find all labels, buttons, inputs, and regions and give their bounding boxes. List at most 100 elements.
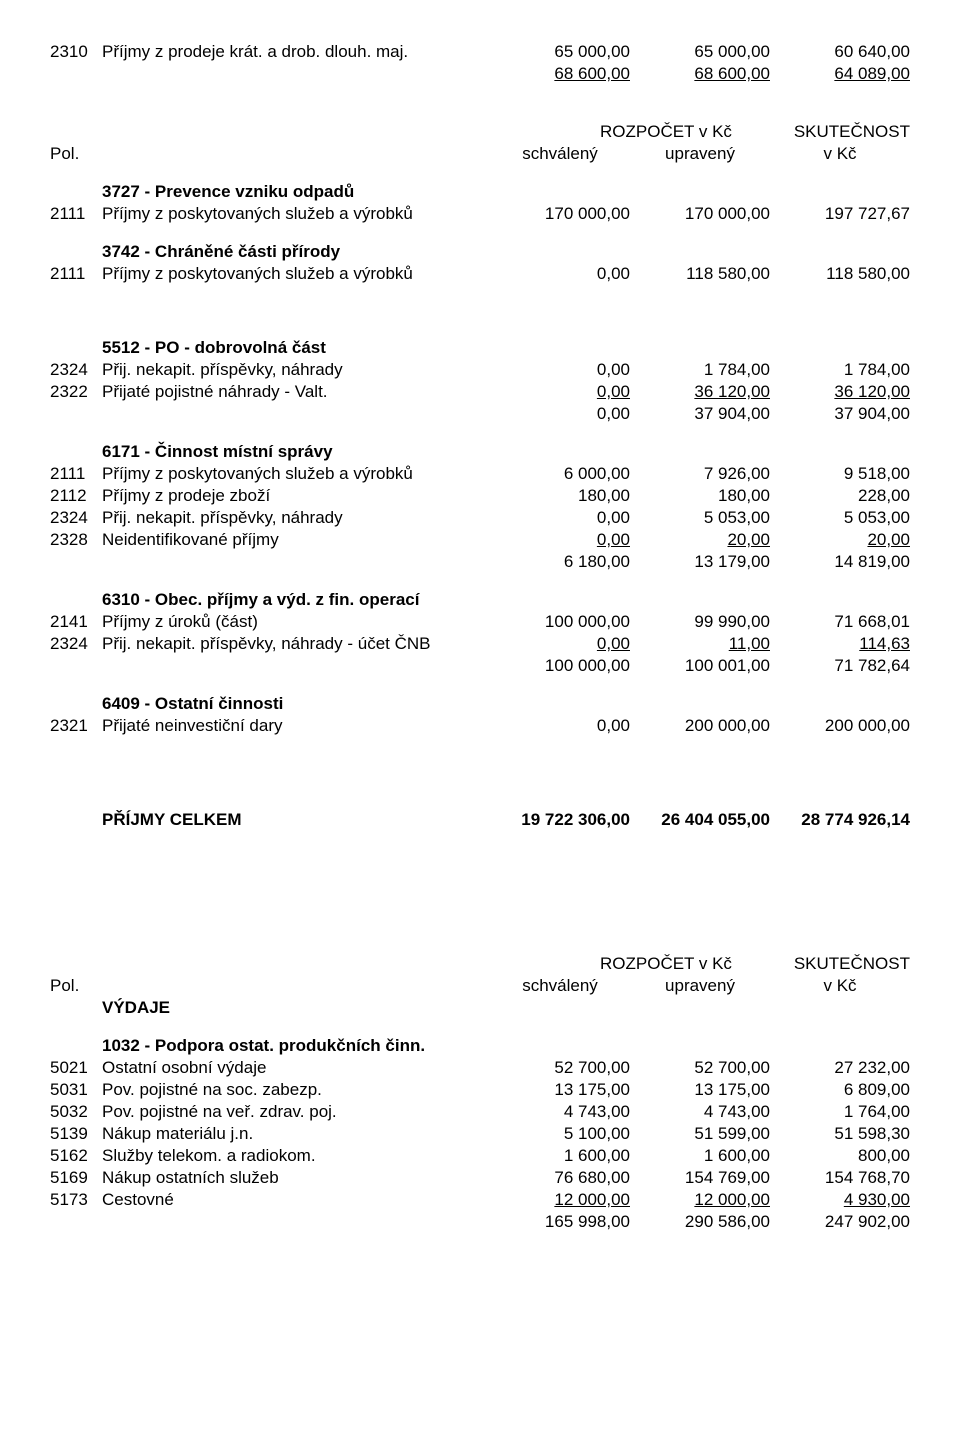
cell: 76 680,00 — [490, 1168, 630, 1188]
cell: 170 000,00 — [630, 204, 770, 224]
cell: 65 000,00 — [490, 42, 630, 62]
cell: 180,00 — [490, 486, 630, 506]
row-code: 2141 — [50, 612, 102, 632]
row-desc: Přij. nekapit. příspěvky, náhrady — [102, 508, 490, 528]
row-code: 2111 — [50, 264, 102, 284]
section-title: 3727 - Prevence vzniku odpadů — [50, 182, 910, 202]
header-rozpocet: ROZPOČET v Kč — [600, 954, 770, 974]
data-row: 2324 Přij. nekapit. příspěvky, náhrady 0… — [50, 508, 910, 528]
row-desc: Nákup ostatních služeb — [102, 1168, 490, 1188]
data-row: 2141 Příjmy z úroků (část) 100 000,00 99… — [50, 612, 910, 632]
cell: 200 000,00 — [770, 716, 910, 736]
cell: 6 180,00 — [490, 552, 630, 572]
row-code: 5169 — [50, 1168, 102, 1188]
header-upraveny: upravený — [630, 144, 770, 164]
header-upraveny: upravený — [630, 976, 770, 996]
cell: 9 518,00 — [770, 464, 910, 484]
cell: 12 000,00 — [490, 1190, 630, 1210]
cell: 0,00 — [490, 508, 630, 528]
row-code: 2321 — [50, 716, 102, 736]
cell: 118 580,00 — [770, 264, 910, 284]
cell: 0,00 — [490, 716, 630, 736]
column-header: Pol. schválený upravený v Kč — [50, 976, 910, 996]
row-code: 2324 — [50, 634, 102, 654]
row-desc: Přijaté pojistné náhrady - Valt. — [102, 382, 490, 402]
data-row: 5139 Nákup materiálu j.n. 5 100,00 51 59… — [50, 1124, 910, 1144]
row-code: 5139 — [50, 1124, 102, 1144]
cell: 71 782,64 — [770, 656, 910, 676]
cell: 0,00 — [490, 530, 630, 550]
cell: 64 089,00 — [770, 64, 910, 84]
cell: 180,00 — [630, 486, 770, 506]
row-code: 2324 — [50, 360, 102, 380]
row-desc: Příjmy z úroků (část) — [102, 612, 490, 632]
row-desc: Neidentifikované příjmy — [102, 530, 490, 550]
cell: 4 743,00 — [630, 1102, 770, 1122]
cell: 0,00 — [490, 382, 630, 402]
cell: 51 598,30 — [770, 1124, 910, 1144]
cell: 28 774 926,14 — [770, 810, 910, 830]
cell: 7 926,00 — [630, 464, 770, 484]
cell: 100 001,00 — [630, 656, 770, 676]
header-vkc: v Kč — [770, 976, 910, 996]
cell: 71 668,01 — [770, 612, 910, 632]
prijmy-celkem-label: PŘÍJMY CELKEM — [102, 810, 490, 830]
cell: 118 580,00 — [630, 264, 770, 284]
row-code: 5032 — [50, 1102, 102, 1122]
data-row: 2322 Přijaté pojistné náhrady - Valt. 0,… — [50, 382, 910, 402]
section-title: 6310 - Obec. příjmy a výd. z fin. operac… — [50, 590, 910, 610]
row-desc: Přij. nekapit. příspěvky, náhrady - účet… — [102, 634, 490, 654]
sum-row: 165 998,00 290 586,00 247 902,00 — [50, 1212, 910, 1232]
section-title: 6409 - Ostatní činnosti — [50, 694, 910, 714]
cell: 52 700,00 — [630, 1058, 770, 1078]
cell: 37 904,00 — [630, 404, 770, 424]
cell: 27 232,00 — [770, 1058, 910, 1078]
sum-row: 6 180,00 13 179,00 14 819,00 — [50, 552, 910, 572]
cell: 99 990,00 — [630, 612, 770, 632]
data-row: 2328 Neidentifikované příjmy 0,00 20,00 … — [50, 530, 910, 550]
row-desc: Služby telekom. a radiokom. — [102, 1146, 490, 1166]
data-row: 2111 Příjmy z poskytovaných služeb a výr… — [50, 464, 910, 484]
row-desc: Příjmy z poskytovaných služeb a výrobků — [102, 464, 490, 484]
row-desc: Ostatní osobní výdaje — [102, 1058, 490, 1078]
cell: 12 000,00 — [630, 1190, 770, 1210]
header-rozpocet: ROZPOČET v Kč — [600, 122, 770, 142]
row-desc: Příjmy z poskytovaných služeb a výrobků — [102, 204, 490, 224]
cell: 100 000,00 — [490, 612, 630, 632]
row-code: 2322 — [50, 382, 102, 402]
cell: 0,00 — [490, 404, 630, 424]
row-desc: Cestovné — [102, 1190, 490, 1210]
row-desc: Příjmy z prodeje krát. a drob. dlouh. ma… — [102, 42, 490, 62]
cell: 4 930,00 — [770, 1190, 910, 1210]
cell: 13 179,00 — [630, 552, 770, 572]
cell: 26 404 055,00 — [630, 810, 770, 830]
cell: 247 902,00 — [770, 1212, 910, 1232]
cell: 0,00 — [490, 264, 630, 284]
row-desc: Příjmy z prodeje zboží — [102, 486, 490, 506]
header-schvaleny: schválený — [490, 144, 630, 164]
cell: 1 764,00 — [770, 1102, 910, 1122]
column-header: Pol. schválený upravený v Kč — [50, 144, 910, 164]
cell: 65 000,00 — [630, 42, 770, 62]
vydaje-label: VÝDAJE — [50, 998, 910, 1018]
cell: 60 640,00 — [770, 42, 910, 62]
cell: 1 600,00 — [630, 1146, 770, 1166]
data-row: 2111 Příjmy z poskytovaných služeb a výr… — [50, 264, 910, 284]
sum-row: 0,00 37 904,00 37 904,00 — [50, 404, 910, 424]
row-desc: Pov. pojistné na soc. zabezp. — [102, 1080, 490, 1100]
cell: 5 100,00 — [490, 1124, 630, 1144]
section-title: 6171 - Činnost místní správy — [50, 442, 910, 462]
cell: 20,00 — [630, 530, 770, 550]
row-desc: Příjmy z poskytovaných služeb a výrobků — [102, 264, 490, 284]
cell: 170 000,00 — [490, 204, 630, 224]
cell: 36 120,00 — [770, 382, 910, 402]
row-code: 2111 — [50, 464, 102, 484]
row-code: 2328 — [50, 530, 102, 550]
data-row: 2111 Příjmy z poskytovaných služeb a výr… — [50, 204, 910, 224]
row-code: 5021 — [50, 1058, 102, 1078]
data-row: 5162 Služby telekom. a radiokom. 1 600,0… — [50, 1146, 910, 1166]
section-title: 3742 - Chráněné části přírody — [50, 242, 910, 262]
cell: 100 000,00 — [490, 656, 630, 676]
cell: 0,00 — [490, 360, 630, 380]
cell: 114,63 — [770, 634, 910, 654]
